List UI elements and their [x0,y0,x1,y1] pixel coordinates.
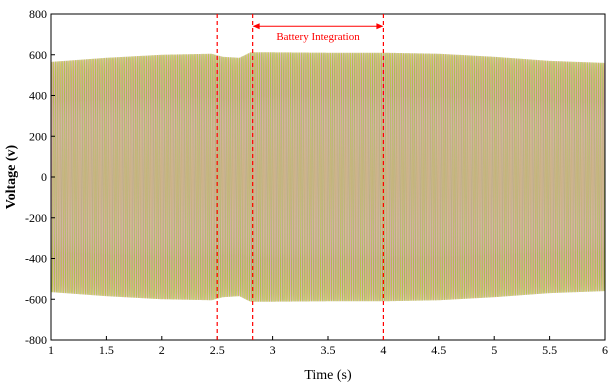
y-tick-label: -800 [25,333,47,347]
y-tick-label: 0 [41,170,47,184]
axis-ticks: 1 1.5 2 2.5 3 3.5 4 4.5 5 5.5 6 800 600 400 200 0 -200 -4… [25,7,608,357]
x-tick-label: 1 [48,343,54,357]
event-markers [216,14,384,340]
phase-b-line [50,52,606,302]
arrowhead-right [376,23,384,30]
x-tick-label: 1.5 [99,343,114,357]
voltage-signal [50,52,606,302]
y-tick-label: 400 [29,89,47,103]
y-axis-label: Voltage (v) [4,144,19,209]
x-tick-label: 4.5 [431,343,446,357]
y-tick-label: 800 [29,7,47,21]
x-tick-label: 2 [159,343,165,357]
x-tick-label: 2.5 [210,343,225,357]
x-axis-label: Time (s) [304,368,352,383]
x-tick-label: 3.5 [321,343,336,357]
phase-a-line [50,52,606,302]
x-tick-label: 3 [270,343,276,357]
y-tick-label: 600 [29,48,47,62]
annotation-label: Battery Integration [276,31,360,43]
battery-integration-annotation: Battery Integration [252,23,384,43]
y-tick-label: -200 [25,211,47,225]
arrowhead-left [252,23,260,30]
x-tick-label: 5 [491,343,497,357]
y-tick-label: -400 [25,252,47,266]
x-tick-label: 4 [380,343,386,357]
phase-c-line [50,52,606,302]
y-tick-label: -600 [25,292,47,306]
y-tick-label: 200 [29,129,47,143]
x-tick-label: 6 [602,343,608,357]
x-tick-label: 5.5 [542,343,557,357]
